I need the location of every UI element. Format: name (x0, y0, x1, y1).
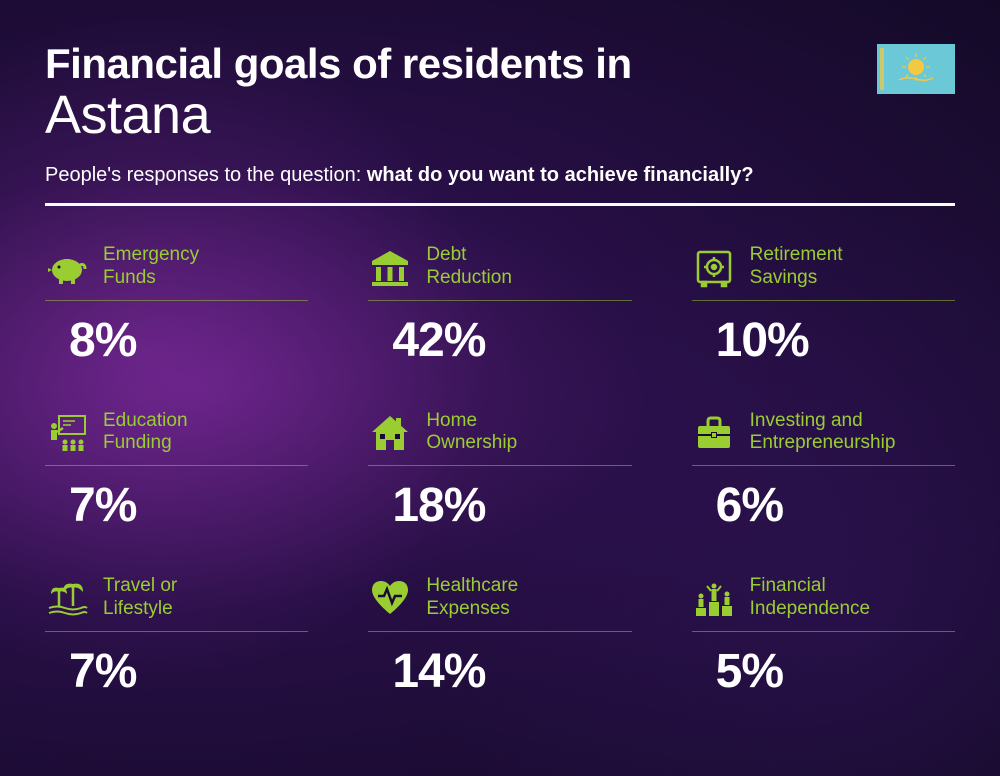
education-icon (45, 410, 89, 454)
percent: 7% (45, 478, 308, 533)
percent: 42% (368, 313, 631, 368)
label: HealthcareExpenses (426, 575, 518, 621)
percent: 14% (368, 644, 631, 699)
subtitle-bold: what do you want to achieve financially? (367, 164, 754, 186)
card-education-funding: EducationFunding 7% (45, 410, 308, 534)
goals-grid: EmergencyFunds 8% DebtReduction 42% Reti… (45, 244, 955, 699)
card-travel: Travel orLifestyle 7% (45, 575, 308, 699)
label: Travel orLifestyle (103, 575, 177, 621)
label: RetirementSavings (750, 244, 843, 290)
card-home-ownership: HomeOwnership 18% (368, 410, 631, 534)
flag-kazakhstan (877, 44, 955, 94)
briefcase-icon (692, 410, 736, 454)
percent: 10% (692, 313, 955, 368)
label: DebtReduction (426, 244, 512, 290)
percent: 8% (45, 313, 308, 368)
percent: 18% (368, 478, 631, 533)
piggy-bank-icon (45, 245, 89, 289)
subtitle-prefix: People's responses to the question: (45, 164, 367, 186)
label: HomeOwnership (426, 410, 517, 456)
header-divider (45, 203, 955, 206)
house-icon (368, 410, 412, 454)
percent: 5% (692, 644, 955, 699)
card-emergency-funds: EmergencyFunds 8% (45, 244, 308, 368)
card-healthcare: HealthcareExpenses 14% (368, 575, 631, 699)
independence-icon (692, 576, 736, 620)
safe-icon (692, 245, 736, 289)
card-debt-reduction: DebtReduction 42% (368, 244, 631, 368)
card-investing: Investing andEntrepreneurship 6% (692, 410, 955, 534)
healthcare-icon (368, 576, 412, 620)
label: EducationFunding (103, 410, 188, 456)
title-line1: Financial goals of residents in (45, 40, 955, 88)
travel-icon (45, 576, 89, 620)
title-line2: Astana (45, 84, 955, 146)
card-retirement-savings: RetirementSavings 10% (692, 244, 955, 368)
bank-icon (368, 245, 412, 289)
percent: 7% (45, 644, 308, 699)
subtitle: People's responses to the question: what… (45, 164, 955, 187)
header: Financial goals of residents in Astana P… (45, 40, 955, 206)
label: Investing andEntrepreneurship (750, 410, 896, 456)
label: EmergencyFunds (103, 244, 199, 290)
card-financial-independence: FinancialIndependence 5% (692, 575, 955, 699)
percent: 6% (692, 478, 955, 533)
label: FinancialIndependence (750, 575, 870, 621)
